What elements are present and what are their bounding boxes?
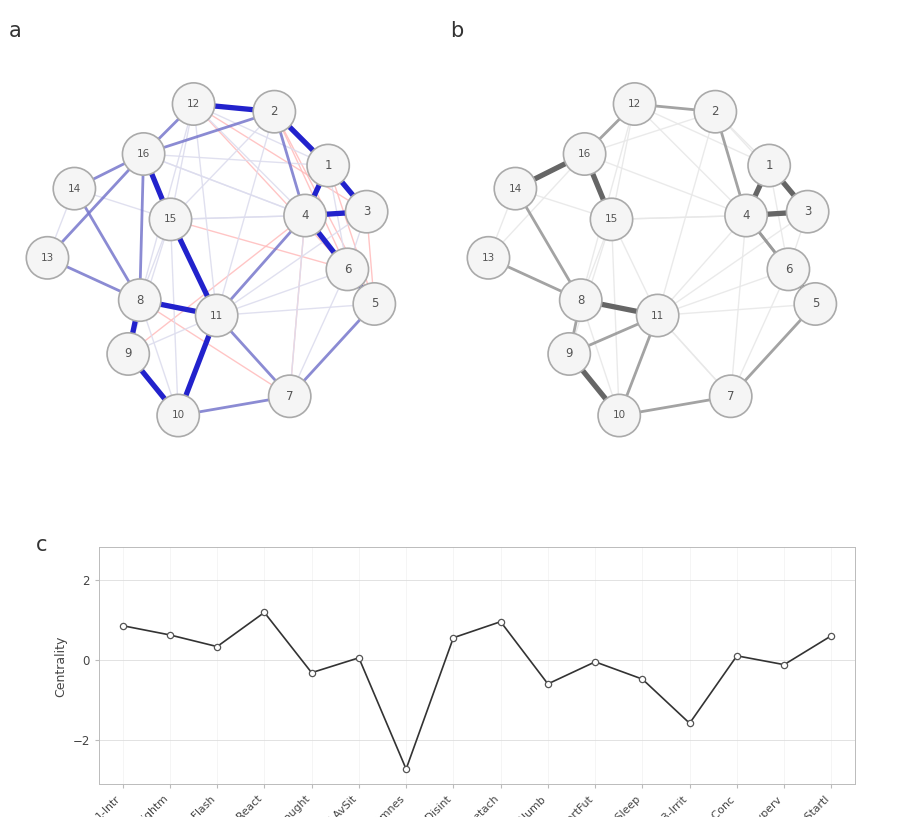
Text: 16: 16 [578,149,591,159]
Text: 9: 9 [565,347,573,360]
Text: 13: 13 [40,252,54,263]
Circle shape [158,395,200,436]
Text: 10: 10 [613,410,626,421]
Text: 7: 7 [286,390,293,403]
Circle shape [253,91,295,133]
Circle shape [284,194,326,237]
Text: 6: 6 [344,263,351,276]
Circle shape [268,375,310,417]
Text: 10: 10 [172,410,184,421]
Circle shape [563,133,606,175]
Circle shape [548,333,590,375]
Circle shape [353,283,395,325]
Circle shape [598,395,641,436]
Text: 6: 6 [785,263,792,276]
Circle shape [560,279,602,321]
Text: 14: 14 [68,184,81,194]
Circle shape [636,294,679,337]
Text: 5: 5 [812,297,819,310]
Text: 1: 1 [324,159,332,172]
Circle shape [694,91,736,133]
Text: a: a [9,21,22,42]
Circle shape [122,133,165,175]
Text: 5: 5 [371,297,378,310]
Circle shape [149,199,192,240]
Text: 12: 12 [628,99,641,109]
Circle shape [725,194,767,237]
Text: 7: 7 [727,390,734,403]
Circle shape [787,190,829,233]
Circle shape [173,83,215,125]
Text: b: b [450,21,464,42]
Text: 3: 3 [363,205,370,218]
Circle shape [767,248,810,291]
Text: 4: 4 [302,209,309,222]
Text: 14: 14 [508,184,522,194]
Text: 8: 8 [577,293,584,306]
Circle shape [107,333,149,375]
Circle shape [307,145,349,187]
Circle shape [748,145,790,187]
Text: 15: 15 [164,214,177,225]
Text: 9: 9 [124,347,132,360]
Circle shape [53,167,95,210]
Circle shape [590,199,633,240]
Text: 16: 16 [137,149,150,159]
Circle shape [467,237,509,279]
Circle shape [195,294,238,337]
Text: 13: 13 [482,252,495,263]
Circle shape [26,237,68,279]
Y-axis label: Centrality: Centrality [54,635,67,697]
Text: 11: 11 [651,310,664,320]
Circle shape [709,375,752,417]
Text: 2: 2 [712,105,719,118]
Text: 12: 12 [187,99,200,109]
Text: 8: 8 [136,293,143,306]
Text: 4: 4 [742,209,750,222]
Text: 11: 11 [210,310,223,320]
Circle shape [794,283,836,325]
Circle shape [119,279,161,321]
Text: 2: 2 [271,105,278,118]
Circle shape [494,167,536,210]
Circle shape [346,190,388,233]
Text: c: c [36,535,48,555]
Text: 15: 15 [605,214,618,225]
Text: 3: 3 [804,205,811,218]
Circle shape [614,83,656,125]
Circle shape [327,248,369,291]
Text: 1: 1 [765,159,773,172]
